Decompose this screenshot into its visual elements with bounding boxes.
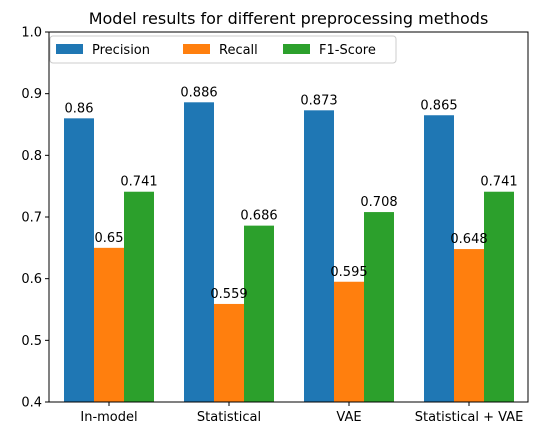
bars-layer (64, 102, 514, 403)
y-tick-label: 0.9 (21, 87, 42, 102)
data-label-precision-1: 0.886 (180, 85, 217, 100)
data-label-recall-1: 0.559 (210, 287, 247, 302)
legend-swatch-recall (183, 44, 210, 54)
y-tick-label: 1.0 (21, 26, 42, 41)
legend-swatch-f1-score (283, 44, 310, 54)
bar-f1-score-1 (244, 225, 274, 402)
bar-f1-score-2 (364, 212, 394, 402)
x-tick-label: Statistical (197, 410, 261, 425)
y-tick-label: 0.7 (21, 211, 42, 226)
y-tick-label: 0.5 (21, 334, 42, 349)
bar-precision-0 (64, 118, 94, 402)
y-tick-label: 0.4 (21, 396, 42, 411)
legend: Precision Recall F1-Score (49, 35, 397, 64)
bar-precision-1 (184, 102, 214, 403)
legend-label-f1-score: F1-Score (319, 43, 376, 58)
data-label-f1-score-0: 0.741 (120, 175, 157, 190)
bar-precision-2 (304, 110, 334, 403)
bar-recall-2 (334, 281, 364, 402)
y-tick-label: 0.8 (21, 149, 42, 164)
data-label-f1-score-1: 0.686 (240, 209, 277, 224)
data-label-f1-score-2: 0.708 (360, 195, 397, 210)
data-label-precision-0: 0.86 (65, 101, 94, 116)
y-tick-label: 0.6 (21, 272, 42, 287)
data-label-f1-score-3: 0.741 (480, 175, 517, 190)
data-label-precision-2: 0.873 (300, 93, 337, 108)
legend-box (49, 35, 397, 64)
chart-title: Model results for different preprocessin… (89, 9, 489, 28)
data-label-recall-3: 0.648 (450, 232, 487, 247)
x-tick-label: VAE (336, 410, 361, 425)
x-tick-label: Statistical + VAE (415, 410, 524, 425)
legend-swatch-precision (56, 44, 83, 54)
bar-recall-3 (454, 249, 484, 402)
bar-f1-score-0 (124, 191, 154, 402)
data-label-precision-3: 0.865 (420, 98, 457, 113)
data-label-recall-0: 0.65 (95, 231, 124, 246)
legend-label-recall: Recall (219, 43, 258, 58)
data-label-recall-2: 0.595 (330, 265, 367, 280)
bar-f1-score-3 (484, 191, 514, 402)
bar-recall-1 (214, 303, 244, 402)
bar-precision-3 (424, 115, 454, 402)
legend-label-precision: Precision (92, 43, 150, 58)
axes-layer: 0.4 0.5 0.6 0.7 0.8 0.9 1.0 In-model Statistical… (21, 26, 529, 425)
bar-recall-0 (94, 247, 124, 402)
x-tick-label: In-model (80, 410, 137, 425)
data-labels-layer: 0.86 0.886 0.873 0.865 0.65 0.559 0.595 0.648 0.… (65, 85, 518, 302)
